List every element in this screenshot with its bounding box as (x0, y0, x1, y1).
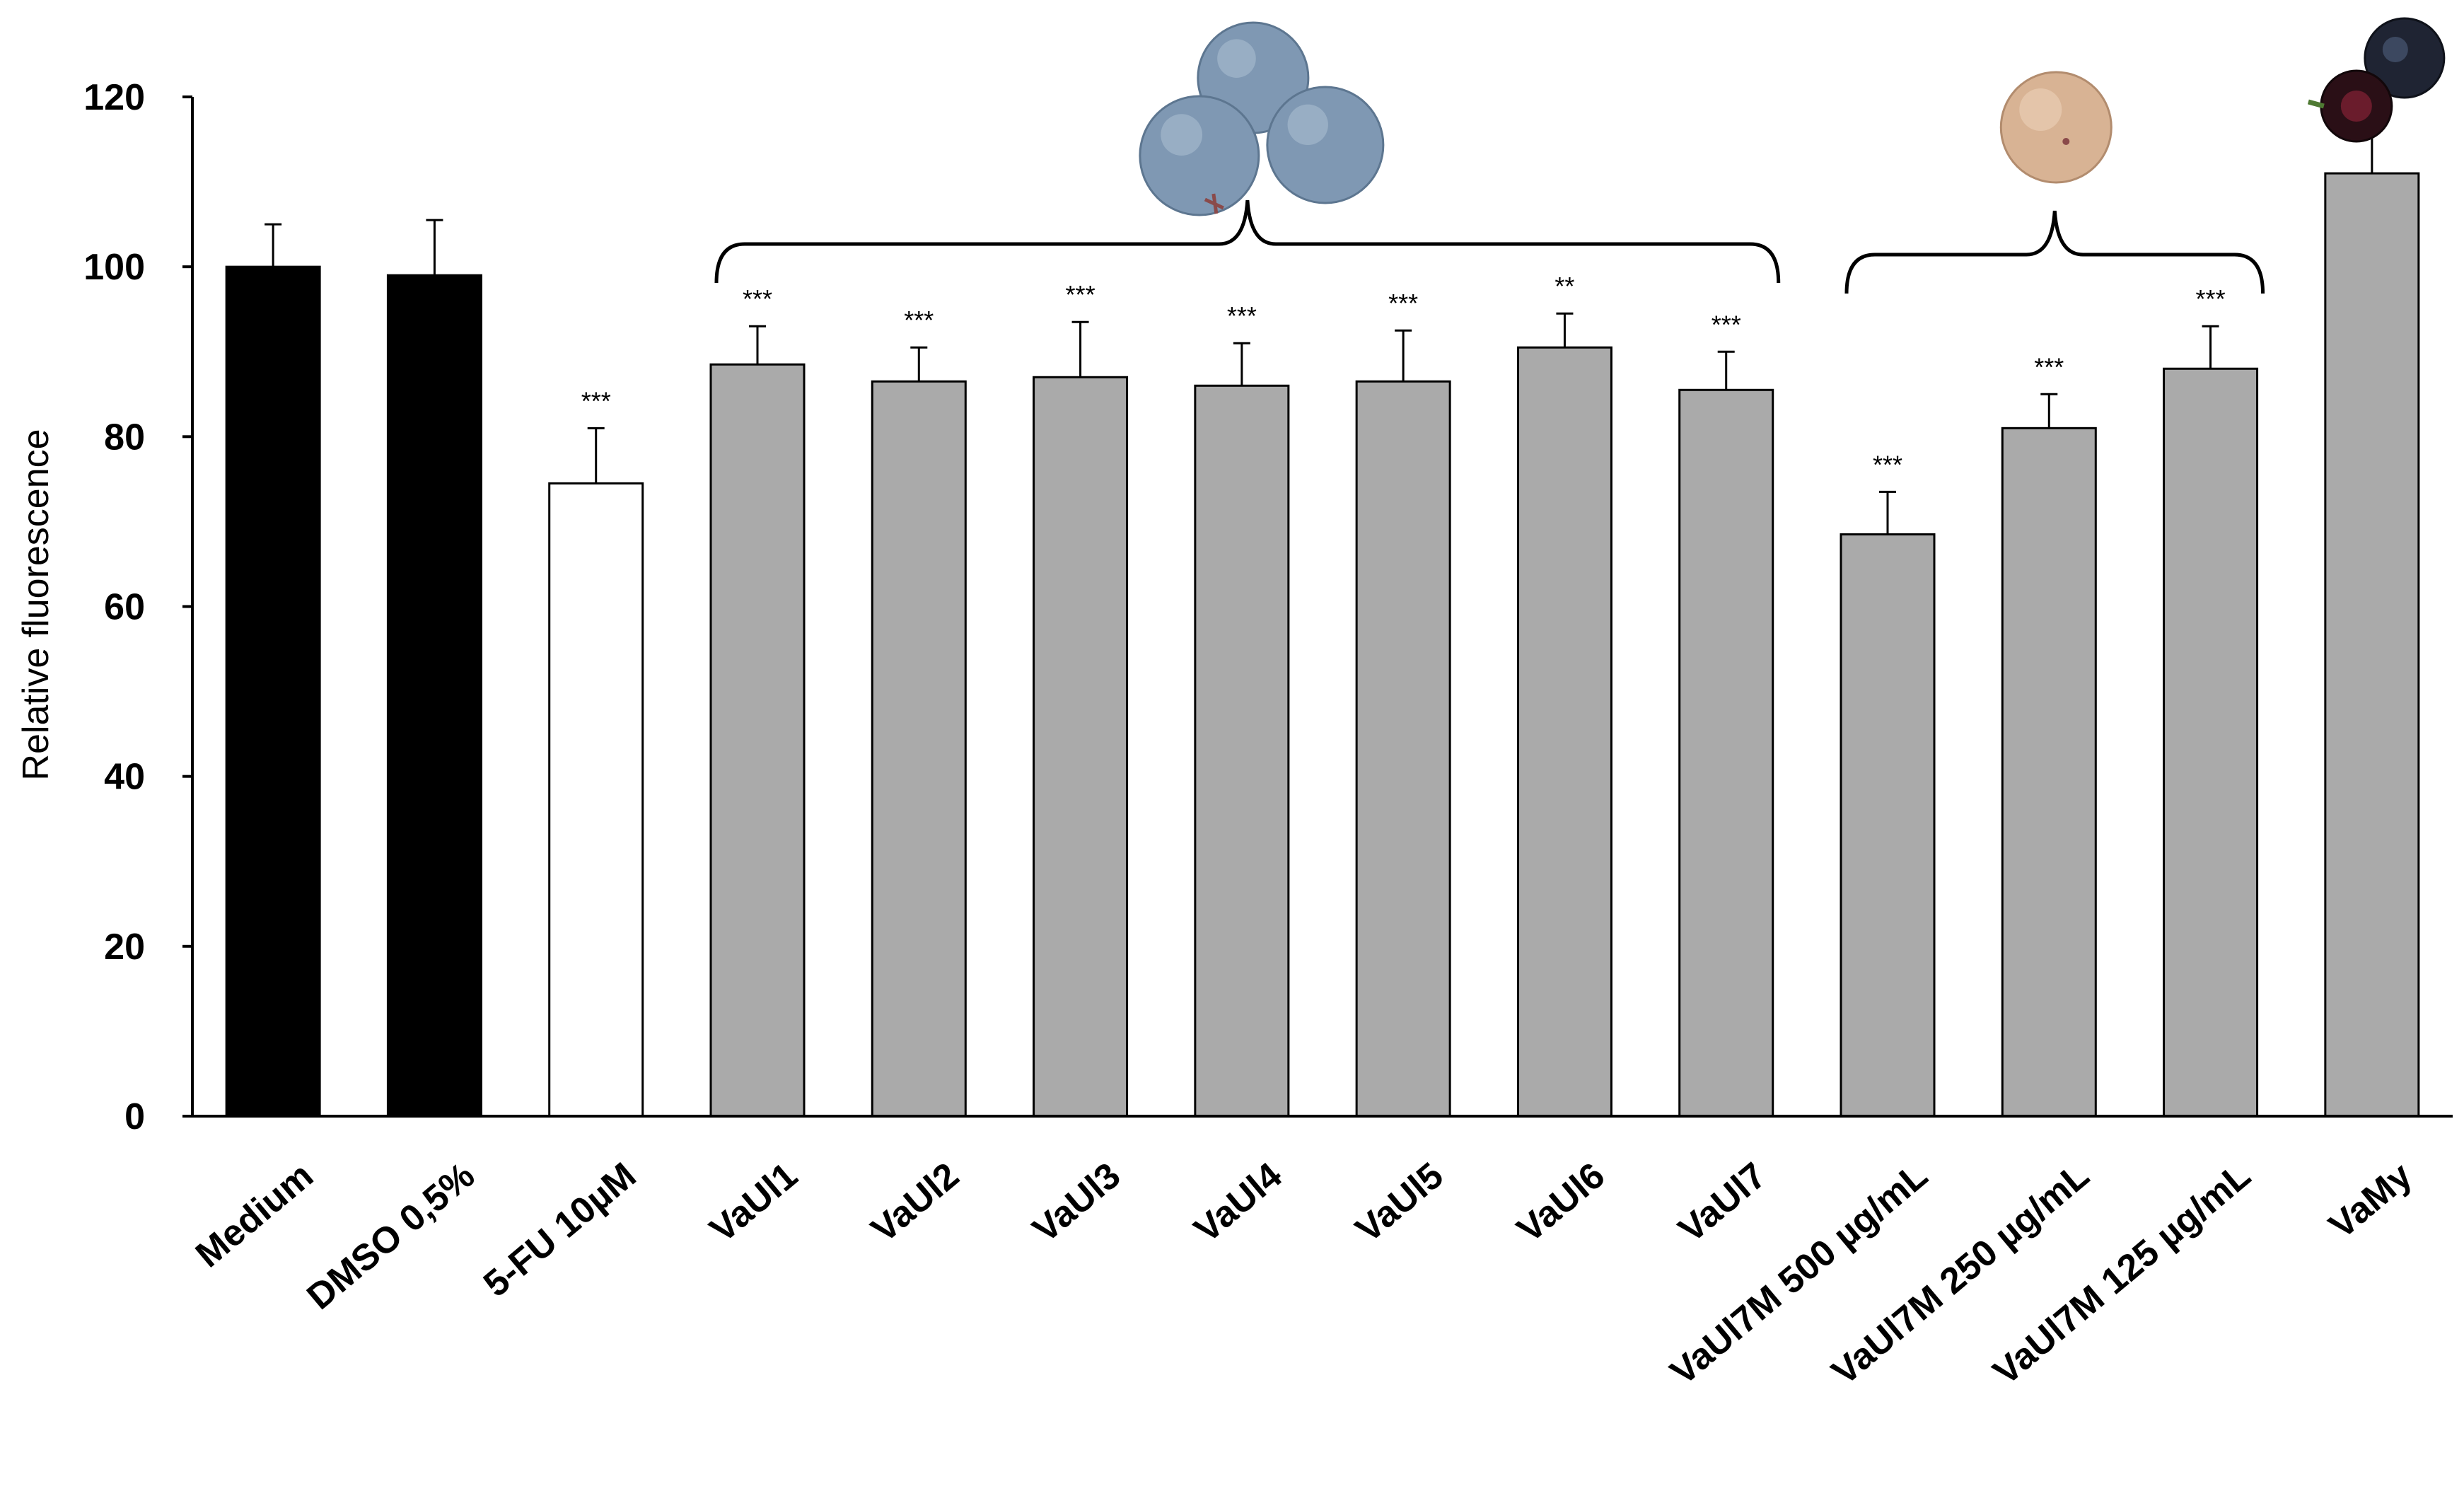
x-category-label: VaUl7M 125 µg/mL (1986, 1155, 2259, 1393)
y-tick-label: 40 (104, 757, 145, 798)
x-category-label: VaMy (2321, 1155, 2419, 1247)
pale-berry (1999, 71, 2113, 184)
bar (548, 482, 644, 1118)
significance-label: *** (1227, 301, 1257, 330)
significance-label: *** (581, 386, 611, 415)
significance-label: *** (1066, 280, 1096, 309)
x-category-label: VaUl7 (1671, 1155, 1774, 1251)
pale-berry-spot (2062, 138, 2070, 145)
axes-layer (191, 97, 2453, 1118)
x-category-label: 5-FU 10µM (476, 1155, 644, 1305)
significance-label: ** (1554, 272, 1574, 301)
y-tick-label: 0 (124, 1096, 145, 1137)
x-category-label: VaUl7M 500 µg/mL (1663, 1155, 1936, 1393)
blueberry-highlight (1287, 104, 1328, 145)
pale-berry-icon (1999, 71, 2113, 184)
x-category-label: VaUl6 (1509, 1155, 1612, 1251)
bar (1033, 376, 1129, 1118)
group-bracket (714, 199, 1781, 284)
bar (1678, 388, 1774, 1118)
x-category-label: VaUl5 (1348, 1155, 1451, 1251)
x-category-label: VaUl1 (702, 1155, 806, 1251)
significance-label: *** (743, 284, 772, 313)
bar (1355, 380, 1451, 1118)
bar (1840, 533, 1936, 1118)
bar (1194, 384, 1290, 1118)
bar (225, 265, 321, 1118)
fruit-icons-layer (1139, 17, 2446, 216)
bar (871, 380, 967, 1118)
x-category-label: VaUl7M 250 µg/mL (1824, 1155, 2097, 1393)
x-category-label: VaUl4 (1187, 1155, 1290, 1251)
error-bars-layer (265, 121, 2381, 535)
x-category-label: Medium (188, 1155, 321, 1276)
bar (2163, 367, 2259, 1118)
x-category-label: VaUl2 (864, 1155, 967, 1251)
bar (2001, 427, 2097, 1118)
significance-label: *** (2034, 352, 2064, 381)
dark-berry-icon (2307, 17, 2446, 143)
significance-label: *** (1873, 450, 1902, 479)
significance-label: *** (904, 306, 934, 335)
pale-berry-highlight (2019, 88, 2062, 131)
significance-layer: *************** ***************** (581, 272, 2226, 479)
dark-berry-flesh (2340, 91, 2372, 122)
y-tick-labels: 0 20 40 60 80 100 120 (83, 77, 192, 1137)
y-tick-label: 20 (104, 927, 145, 968)
bar (386, 274, 482, 1118)
brackets-layer (714, 199, 2265, 294)
y-tick-label: 100 (83, 247, 145, 288)
bar (709, 363, 806, 1118)
group-bracket (1844, 210, 2265, 294)
significance-label: *** (1712, 310, 1741, 339)
blueberry (1266, 86, 1385, 204)
y-tick-label: 120 (83, 77, 145, 118)
dark-berry-leaf (2307, 99, 2325, 109)
y-tick-label: 60 (104, 587, 145, 628)
blueberry-stem (1204, 193, 1224, 214)
y-tick-label: 80 (104, 417, 145, 458)
significance-label: *** (1388, 289, 1418, 318)
bars-layer (225, 172, 2420, 1118)
blueberry-highlight (1161, 114, 1203, 156)
blueberry (1139, 95, 1260, 216)
blueberry-cluster-icon (1139, 21, 1385, 216)
significance-label: *** (2196, 284, 2226, 313)
y-axis-title: Relative fluorescence (16, 429, 57, 780)
bar (1516, 346, 1612, 1118)
x-category-label: VaUl3 (1025, 1155, 1128, 1251)
bar (2324, 172, 2420, 1118)
blueberry-highlight (1217, 39, 1256, 78)
dark-berry-highlight (2382, 37, 2408, 62)
x-category-label: DMSO 0,5% (299, 1155, 482, 1318)
